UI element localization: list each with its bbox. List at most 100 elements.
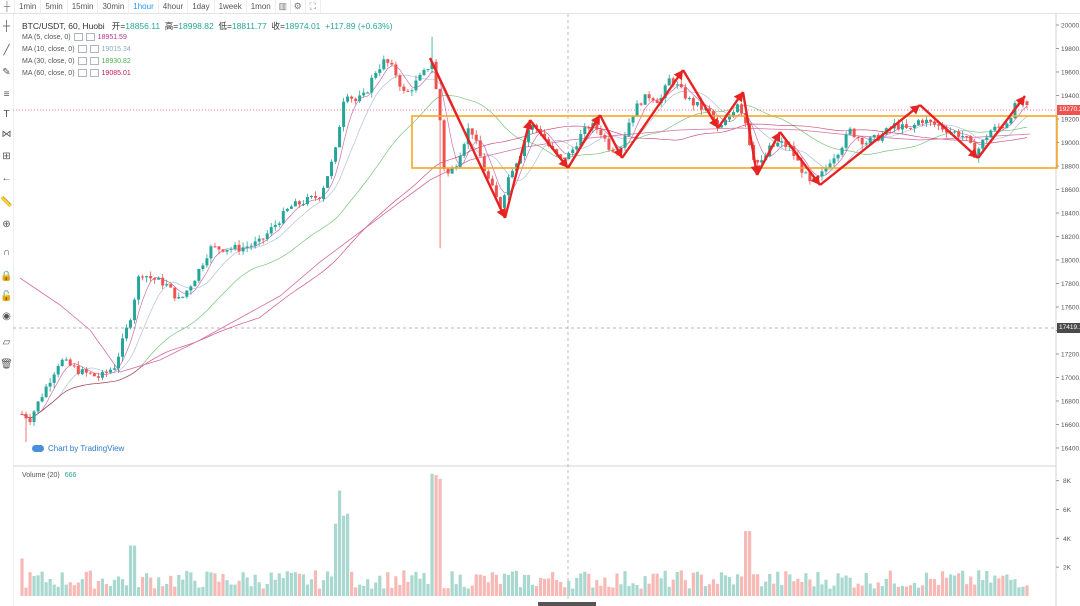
zoom-icon[interactable]: ⊕ — [2, 219, 11, 230]
interval-15min[interactable]: 15min — [68, 0, 99, 13]
close-icon[interactable] — [89, 69, 99, 77]
candle-body — [900, 124, 904, 130]
price-tick-label: 18000.00 — [1061, 258, 1080, 265]
text-icon[interactable]: T — [3, 109, 10, 120]
eye-icon[interactable]: ◉ — [2, 311, 11, 322]
trend-arrow-head — [733, 92, 743, 103]
candle-body — [675, 84, 679, 86]
volume-bar — [595, 580, 599, 596]
ruler-icon[interactable]: 📏 — [0, 197, 13, 208]
price-tick-label: 19400.00 — [1061, 93, 1080, 100]
candle-body — [225, 249, 229, 252]
volume-bar — [764, 581, 768, 596]
candle-body — [418, 74, 422, 81]
volume-bar — [659, 578, 663, 596]
lock-icon[interactable]: 🔒 — [0, 271, 13, 282]
interval-1hour[interactable]: 1hour — [129, 0, 159, 13]
cursor-icon[interactable]: ┼ — [2, 21, 11, 32]
candle-body — [366, 92, 370, 94]
indicator-legend-1[interactable]: MA (10, close, 0) 19015.34 — [22, 45, 134, 53]
eye-icon[interactable] — [73, 33, 83, 41]
volume-bar — [478, 574, 482, 596]
interval-1mon[interactable]: 1mon — [247, 0, 276, 13]
price-tick-label: 19600.00 — [1061, 70, 1080, 77]
volume-bar — [201, 586, 205, 596]
candle-body — [406, 90, 410, 92]
volume-bar — [631, 583, 635, 596]
indicator-legend-2[interactable]: MA (30, close, 0) 18930.82 — [22, 57, 134, 65]
volume-bar — [784, 571, 788, 596]
interval-1day[interactable]: 1day — [188, 0, 215, 13]
trendline-icon[interactable]: ╱ — [3, 45, 10, 56]
volume-bar — [36, 575, 40, 596]
close-icon[interactable] — [89, 45, 99, 53]
interval-1week[interactable]: 1week — [215, 0, 247, 13]
candle-body — [880, 134, 884, 141]
volume-bar — [297, 573, 301, 596]
volume-bar — [189, 572, 193, 596]
indicator-legend-0[interactable]: MA (5, close, 0) 18951.59 — [22, 33, 130, 41]
volume-legend[interactable]: Volume (20) 666 — [22, 472, 79, 479]
candle-body — [583, 127, 587, 135]
eye-icon[interactable] — [77, 57, 87, 65]
fullscreen-icon[interactable]: ⛶ — [306, 0, 321, 13]
interval-5min[interactable]: 5min — [41, 0, 68, 13]
settings-icon[interactable]: ⚙ — [291, 0, 306, 13]
price-tick-label: 19800.00 — [1061, 46, 1080, 53]
candle-body — [273, 224, 277, 228]
volume-bar — [707, 584, 712, 596]
measure-icon[interactable]: ⊞ — [2, 151, 11, 162]
close-icon[interactable] — [89, 57, 99, 65]
candle-body — [961, 135, 965, 137]
candle-body — [539, 129, 543, 134]
candle-body — [213, 246, 217, 248]
eye-icon[interactable] — [77, 45, 87, 53]
candle-body — [84, 369, 88, 373]
volume-bar — [816, 572, 820, 596]
volume-bar — [92, 588, 96, 596]
crosshair-icon[interactable]: ┼ — [0, 0, 15, 13]
indicator-legend-3[interactable]: MA (60, close, 0) 19085.01 — [22, 69, 134, 77]
pattern-icon[interactable]: ⋈ — [1, 129, 12, 140]
volume-bar — [309, 579, 314, 596]
candle-style-icon[interactable]: ▥ — [276, 0, 291, 13]
candle-body — [350, 96, 354, 99]
volume-bar — [848, 577, 852, 596]
trend-arrow-line — [681, 69, 720, 129]
candle-body — [173, 287, 177, 299]
volume-bar — [623, 571, 627, 596]
magnet-icon[interactable]: ∩ — [2, 247, 11, 258]
symbol-title[interactable]: BTC/USDT, 60, Huobi — [22, 21, 105, 31]
interval-4hour[interactable]: 4hour — [159, 0, 189, 13]
volume-bar — [100, 578, 104, 596]
unlock-icon[interactable]: 🔓 — [0, 291, 13, 302]
volume-bar — [221, 574, 225, 596]
volume-bar — [583, 571, 587, 596]
volume-bar — [410, 575, 414, 596]
trend-arrow-line — [819, 104, 921, 186]
volume-bar — [844, 575, 848, 596]
arrow-left-icon[interactable]: ← — [1, 173, 12, 184]
fib-icon[interactable]: ≡ — [3, 89, 10, 100]
volume-bar — [671, 579, 675, 596]
tradingview-watermark[interactable]: Chart by TradingView — [32, 444, 124, 453]
brush-icon[interactable]: ✎ — [2, 67, 11, 78]
trash-icon[interactable]: 🗑 — [0, 359, 13, 370]
candle-body — [868, 137, 872, 144]
volume-bar — [534, 586, 539, 596]
interval-30min[interactable]: 30min — [98, 0, 130, 13]
eye-icon[interactable] — [77, 69, 87, 77]
layers-icon[interactable]: ▱ — [2, 337, 11, 348]
volume-bar — [40, 571, 44, 596]
volume-bar — [116, 576, 121, 596]
candle-body — [523, 141, 526, 157]
candle-body — [687, 98, 691, 100]
volume-bar — [603, 577, 607, 596]
indicator-name: MA (30, close, 0) — [22, 57, 75, 65]
volume-bar — [920, 585, 925, 596]
interval-1min[interactable]: 1min — [15, 0, 42, 13]
volume-bar — [748, 531, 752, 596]
close-icon[interactable] — [85, 33, 95, 41]
low-value: 18811.77 — [231, 21, 267, 31]
